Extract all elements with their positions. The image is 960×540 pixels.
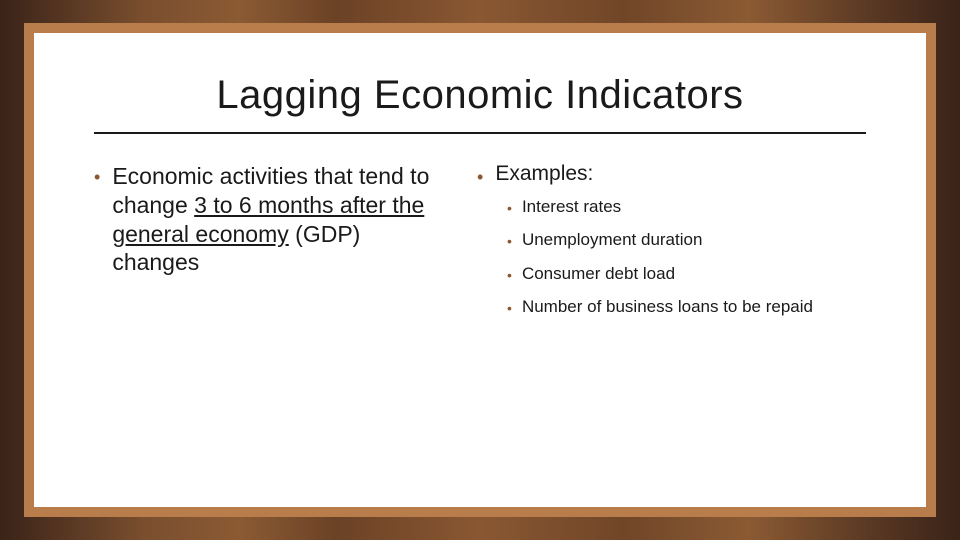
right-column: • Examples: • Interest rates • Unemploym…: [477, 162, 866, 329]
definition-bullet: • Economic activities that tend to chang…: [94, 162, 453, 277]
bullet-icon: •: [507, 268, 512, 282]
example-text: Consumer debt load: [522, 263, 675, 284]
slide-border: Lagging Economic Indicators • Economic a…: [24, 23, 936, 517]
bullet-icon: •: [477, 168, 483, 186]
list-item: • Unemployment duration: [507, 229, 866, 250]
example-text: Number of business loans to be repaid: [522, 296, 813, 317]
slide-title: Lagging Economic Indicators: [94, 73, 866, 118]
list-item: • Number of business loans to be repaid: [507, 296, 866, 317]
content-columns: • Economic activities that tend to chang…: [94, 162, 866, 329]
bullet-icon: •: [507, 201, 512, 215]
bullet-icon: •: [94, 168, 100, 186]
slide: Lagging Economic Indicators • Economic a…: [34, 33, 926, 507]
example-text: Unemployment duration: [522, 229, 702, 250]
title-divider: [94, 132, 866, 134]
bullet-icon: •: [507, 234, 512, 248]
list-item: • Consumer debt load: [507, 263, 866, 284]
examples-list: • Interest rates • Unemployment duration…: [507, 196, 866, 317]
left-column: • Economic activities that tend to chang…: [94, 162, 453, 329]
examples-bullet: • Examples:: [477, 162, 866, 186]
list-item: • Interest rates: [507, 196, 866, 217]
bullet-icon: •: [507, 301, 512, 315]
examples-label: Examples:: [495, 162, 593, 186]
example-text: Interest rates: [522, 196, 621, 217]
definition-text: Economic activities that tend to change …: [112, 162, 453, 277]
